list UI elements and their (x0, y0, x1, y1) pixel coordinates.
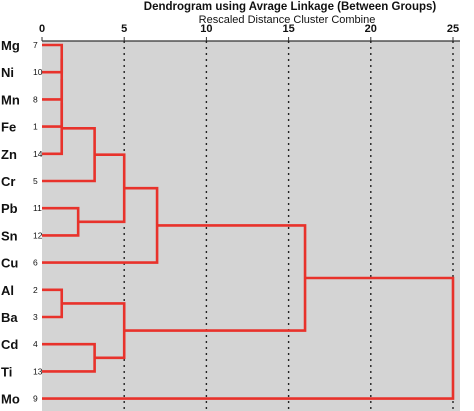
leaf-label-mn: Mn (1, 92, 20, 107)
leaf-label-pb: Pb (1, 201, 18, 216)
leaf-id-al: 2 (33, 285, 38, 295)
leaf-label-cr: Cr (1, 174, 15, 189)
leaf-id-cd: 4 (33, 339, 38, 349)
x-tick-label-15: 15 (282, 23, 294, 35)
leaf-label-mo: Mo (1, 392, 20, 407)
link-c13 (42, 276, 455, 400)
x-tick-label-10: 10 (200, 23, 212, 35)
leaf-id-mg: 7 (33, 40, 38, 50)
leaf-id-sn: 12 (33, 230, 43, 240)
leaf-id-ti: 13 (33, 366, 43, 376)
leaf-labels: Mg 7 Ni 10 Mn 8 Fe 1 Zn 14 Cr 5 Pb 11 Sn 12 Cu 6 Al 2 Ba 3 Cd 4… (1, 38, 43, 407)
x-tick-label-20: 20 (365, 23, 377, 35)
link-c4 (42, 102, 64, 156)
x-tick-label-5: 5 (121, 23, 127, 35)
leaf-label-cu: Cu (1, 256, 18, 271)
leaf-label-ni: Ni (1, 65, 14, 80)
chart-subtitle: Rescaled Distance Cluster Combine (199, 14, 376, 26)
leaf-id-pb: 11 (33, 203, 42, 213)
x-tick-label-0: 0 (39, 23, 45, 35)
leaf-label-cd: Cd (1, 337, 18, 352)
leaf-id-mn: 8 (33, 94, 38, 104)
dendrogram-links (42, 43, 455, 400)
leaf-id-fe: 1 (33, 122, 38, 132)
leaf-label-ba: Ba (1, 310, 18, 325)
leaf-id-cu: 6 (33, 258, 38, 268)
x-tick-label-25: 25 (447, 23, 459, 35)
leaf-label-mg: Mg (1, 38, 20, 53)
leaf-label-ti: Ti (1, 364, 12, 379)
chart-title: Dendrogram using Avrage Linkage (Between… (144, 1, 437, 13)
leaf-label-sn: Sn (1, 228, 18, 243)
leaf-id-ni: 10 (33, 67, 43, 77)
leaf-id-zn: 14 (33, 149, 43, 159)
leaf-label-fe: Fe (1, 120, 16, 135)
leaf-id-mo: 9 (33, 394, 38, 404)
leaf-label-al: Al (1, 283, 14, 298)
leaf-label-zn: Zn (1, 147, 17, 162)
leaf-id-ba: 3 (33, 312, 38, 322)
leaf-id-cr: 5 (33, 176, 38, 186)
x-axis-ticks: 0 5 10 15 20 25 (39, 23, 459, 41)
